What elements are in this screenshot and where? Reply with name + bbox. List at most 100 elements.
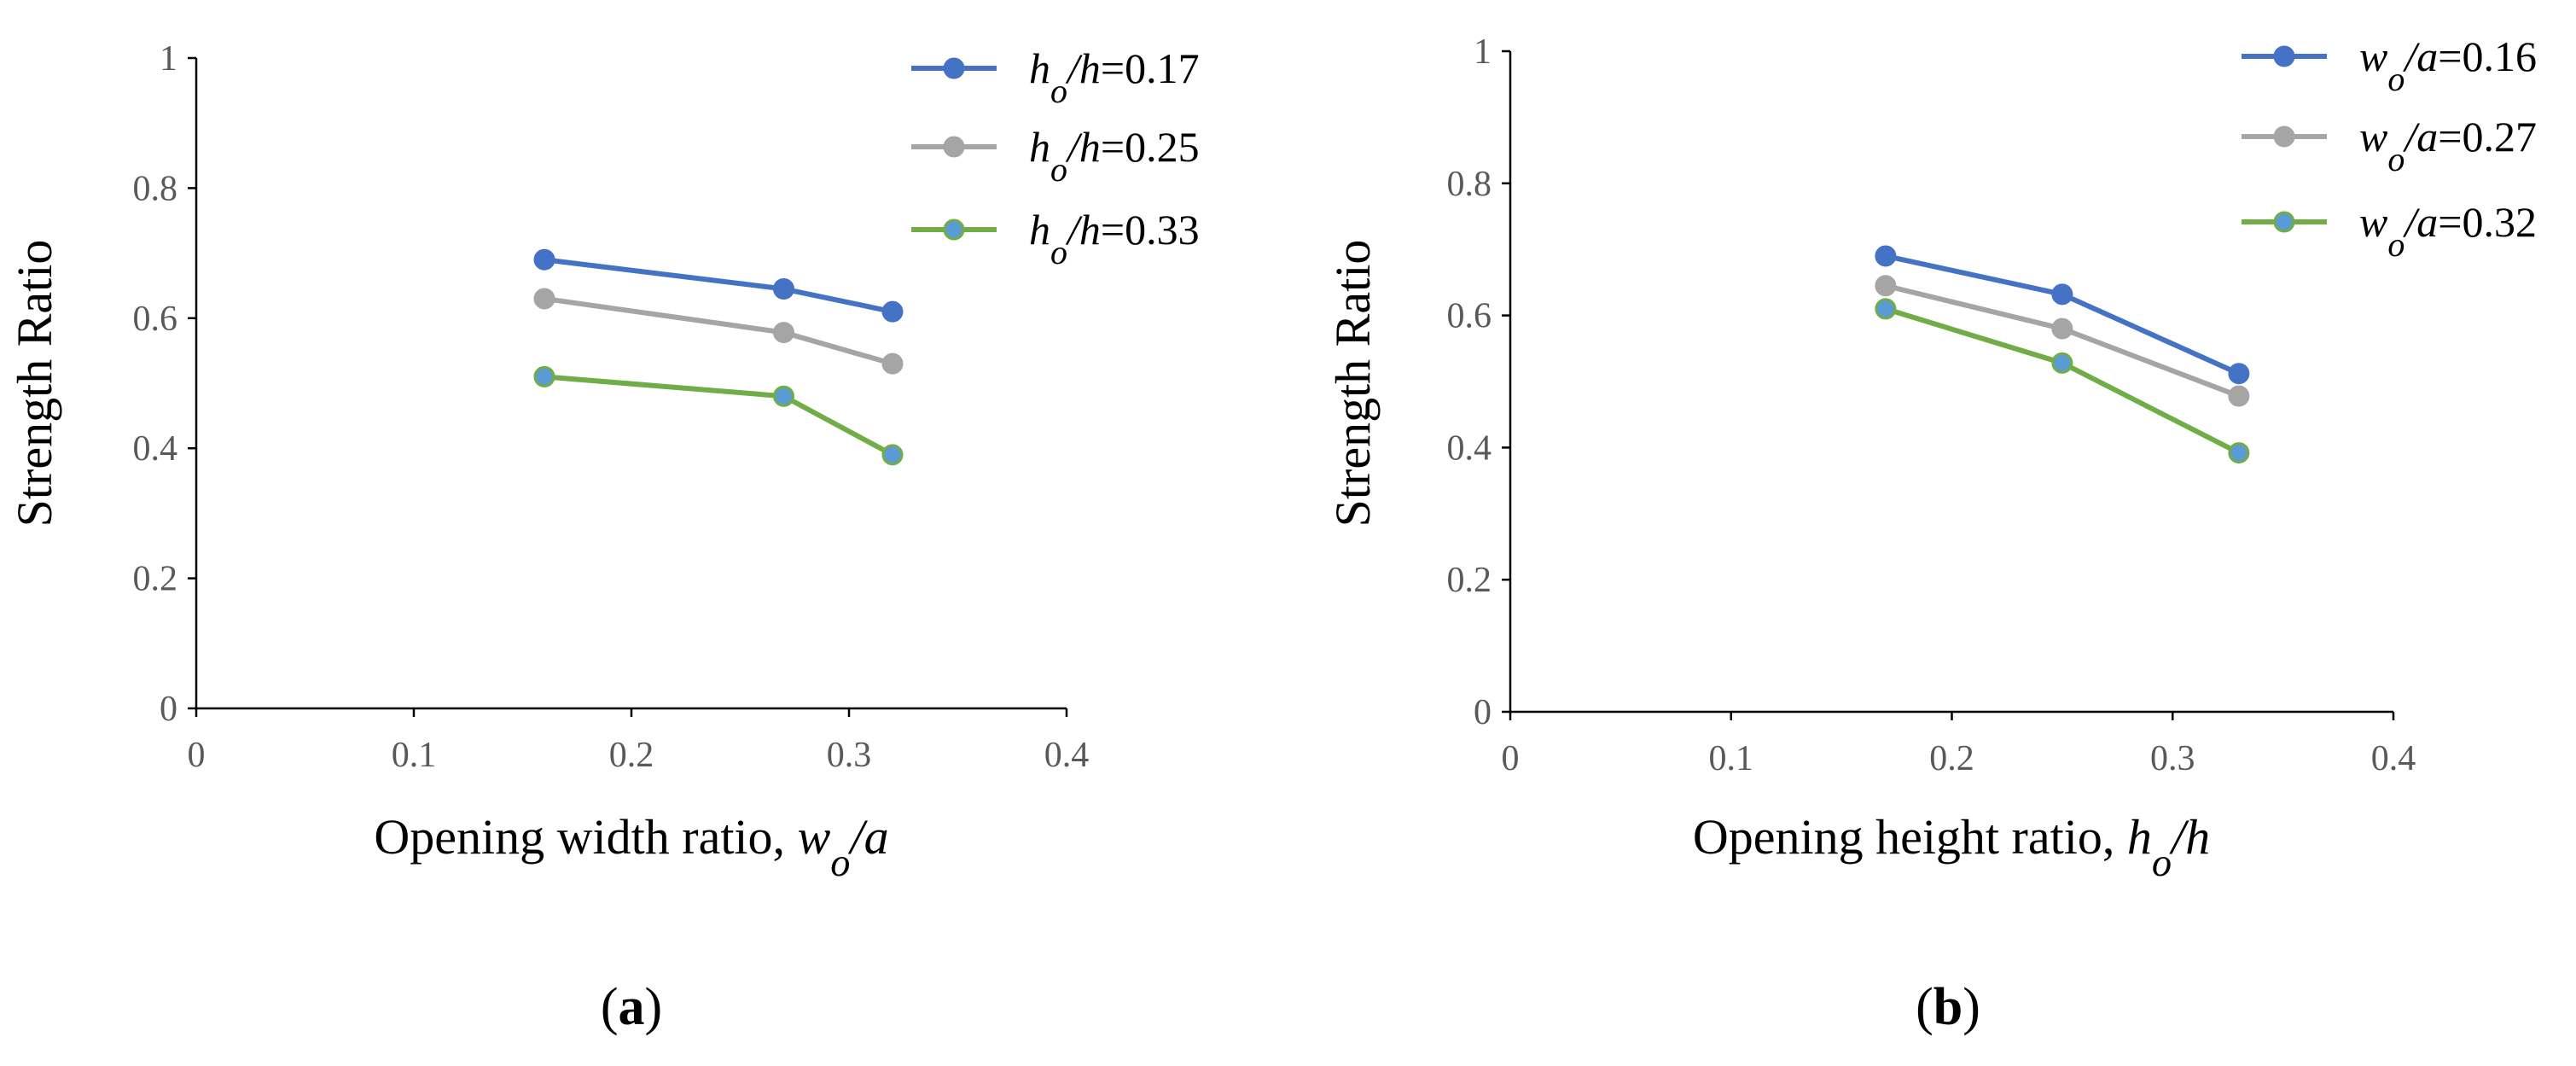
data-point <box>533 248 555 271</box>
legend-label: ho/h=0.25 <box>1029 123 1200 189</box>
legend-subscript: o <box>1050 72 1067 110</box>
data-point <box>2228 363 2250 385</box>
y-tick-label: 1 <box>160 39 177 79</box>
data-point <box>881 352 904 375</box>
chart-panel-b: 0 0.1 0.2 0.3 0.4 0 0.2 0.4 0.6 0.8 1 Strength Rati… <box>1325 32 2537 1036</box>
series-line-2 <box>544 374 894 457</box>
x-tick-label: 0 <box>1502 739 1520 778</box>
legend-denominator: /h <box>1065 44 1101 92</box>
y-tick-label: 0 <box>160 690 177 729</box>
x-axis-title-subscript: o <box>2152 842 2172 885</box>
legend-swatch-marker <box>2273 125 2295 148</box>
x-tick-label: 0.1 <box>392 736 437 775</box>
legend-denominator: /a <box>2402 198 2438 246</box>
y-tick-label: 0.6 <box>1447 297 1492 336</box>
data-point <box>2228 385 2250 407</box>
y-tick-label: 0.8 <box>133 169 178 208</box>
legend-variable: w <box>2359 113 2387 160</box>
legend-denominator: /h <box>1065 123 1101 171</box>
legend-value: =0.25 <box>1101 123 1200 171</box>
legend-swatch-marker <box>2273 211 2295 233</box>
legend-value: =0.32 <box>2438 198 2537 246</box>
panel-label-open: ( <box>1916 978 1933 1036</box>
y-tick-label: 0.8 <box>1447 165 1492 204</box>
x-axis-title-variable: h <box>2127 809 2152 865</box>
x-axis-title-prefix: Opening width ratio, <box>374 809 797 865</box>
legend-label: ho/h=0.17 <box>1029 44 1200 110</box>
legend-label: wo/a=0.32 <box>2359 198 2537 264</box>
legend-label: wo/a=0.27 <box>2359 113 2537 178</box>
data-point <box>773 322 794 344</box>
y-tick-label: 0.2 <box>1447 561 1492 600</box>
y-tick-label: 0 <box>1474 693 1492 732</box>
y-tick-label: 1 <box>1474 32 1492 72</box>
data-point <box>2228 442 2250 464</box>
data-point <box>1875 245 1897 267</box>
x-axis-title-prefix: Opening height ratio, <box>1693 809 2127 865</box>
data-point <box>533 288 555 310</box>
x-tick-label: 0.4 <box>2371 739 2416 778</box>
x-tick-label: 0 <box>188 736 206 775</box>
y-tick-label: 0.2 <box>133 560 178 599</box>
series-line-1 <box>544 295 893 367</box>
legend-variable: h <box>1029 206 1050 253</box>
panel-label: (a) <box>601 978 662 1036</box>
panel-label-letter: a <box>619 978 645 1036</box>
panel-label-close: ) <box>645 978 663 1036</box>
panel-label-letter: b <box>1933 978 1963 1036</box>
panel-label-open: ( <box>601 978 619 1036</box>
legend-variable: h <box>1029 44 1050 92</box>
x-axis-title-variable: w <box>798 809 831 865</box>
legend-swatch-marker <box>943 57 965 79</box>
data-point <box>1875 275 1897 297</box>
legend-subscript: o <box>1050 150 1067 189</box>
legend-value: =0.17 <box>1101 44 1200 92</box>
data-point <box>2051 283 2073 306</box>
legend-variable: w <box>2359 32 2387 80</box>
data-point <box>1875 298 1897 320</box>
legend-denominator: /a <box>2402 113 2438 160</box>
legend-value: =0.33 <box>1101 206 1200 253</box>
x-axis-title: Opening width ratio, wo/a <box>374 809 888 885</box>
legend-denominator: /a <box>2402 32 2438 80</box>
data-point <box>533 365 555 387</box>
legend-denominator: /h <box>1065 206 1101 253</box>
x-axis-title: Opening height ratio, ho/h <box>1693 809 2210 885</box>
y-tick-label: 0.4 <box>133 429 178 469</box>
legend-swatch-marker <box>2273 45 2295 67</box>
legend-swatch-marker <box>943 218 965 241</box>
y-axis-title: Strength Ratio <box>1325 240 1381 527</box>
y-tick-label: 0.4 <box>1447 428 1492 468</box>
data-point <box>773 278 794 300</box>
legend-subscript: o <box>2387 140 2404 178</box>
legend-value: =0.16 <box>2438 32 2537 80</box>
x-axis-title-subscript: o <box>830 842 850 885</box>
x-tick-label: 0.2 <box>609 736 654 775</box>
data-point <box>2051 352 2073 374</box>
data-point <box>2051 317 2073 340</box>
legend-subscript: o <box>2387 225 2404 264</box>
x-axis-title-rest: /h <box>2169 809 2210 865</box>
legend-variable: w <box>2359 198 2387 246</box>
x-tick-label: 0.4 <box>1044 736 1090 775</box>
legend-swatch-marker <box>943 136 965 158</box>
legend-variable: h <box>1029 123 1050 171</box>
legend-subscript: o <box>2387 60 2404 98</box>
x-tick-label: 0.1 <box>1709 739 1754 778</box>
y-axis-title: Strength Ratio <box>7 240 62 527</box>
legend-subscript: o <box>1050 233 1067 271</box>
x-tick-label: 0.2 <box>1929 739 1974 778</box>
legend-label: ho/h=0.33 <box>1029 206 1200 271</box>
x-tick-label: 0.3 <box>827 736 872 775</box>
data-point <box>881 300 904 323</box>
chart-panel-a: 0 0.1 0.2 0.3 0.4 0 0.2 0.4 0.6 0.8 1 Strength Rati… <box>7 39 1200 1036</box>
panel-label: (b) <box>1916 978 1980 1036</box>
y-tick-label: 0.6 <box>133 300 178 339</box>
x-axis-title-rest: /a <box>847 809 888 865</box>
legend-value: =0.27 <box>2438 113 2537 160</box>
panel-label-close: ) <box>1963 978 1980 1036</box>
x-tick-label: 0.3 <box>2150 739 2195 778</box>
data-point <box>881 444 904 466</box>
data-point <box>773 385 794 407</box>
